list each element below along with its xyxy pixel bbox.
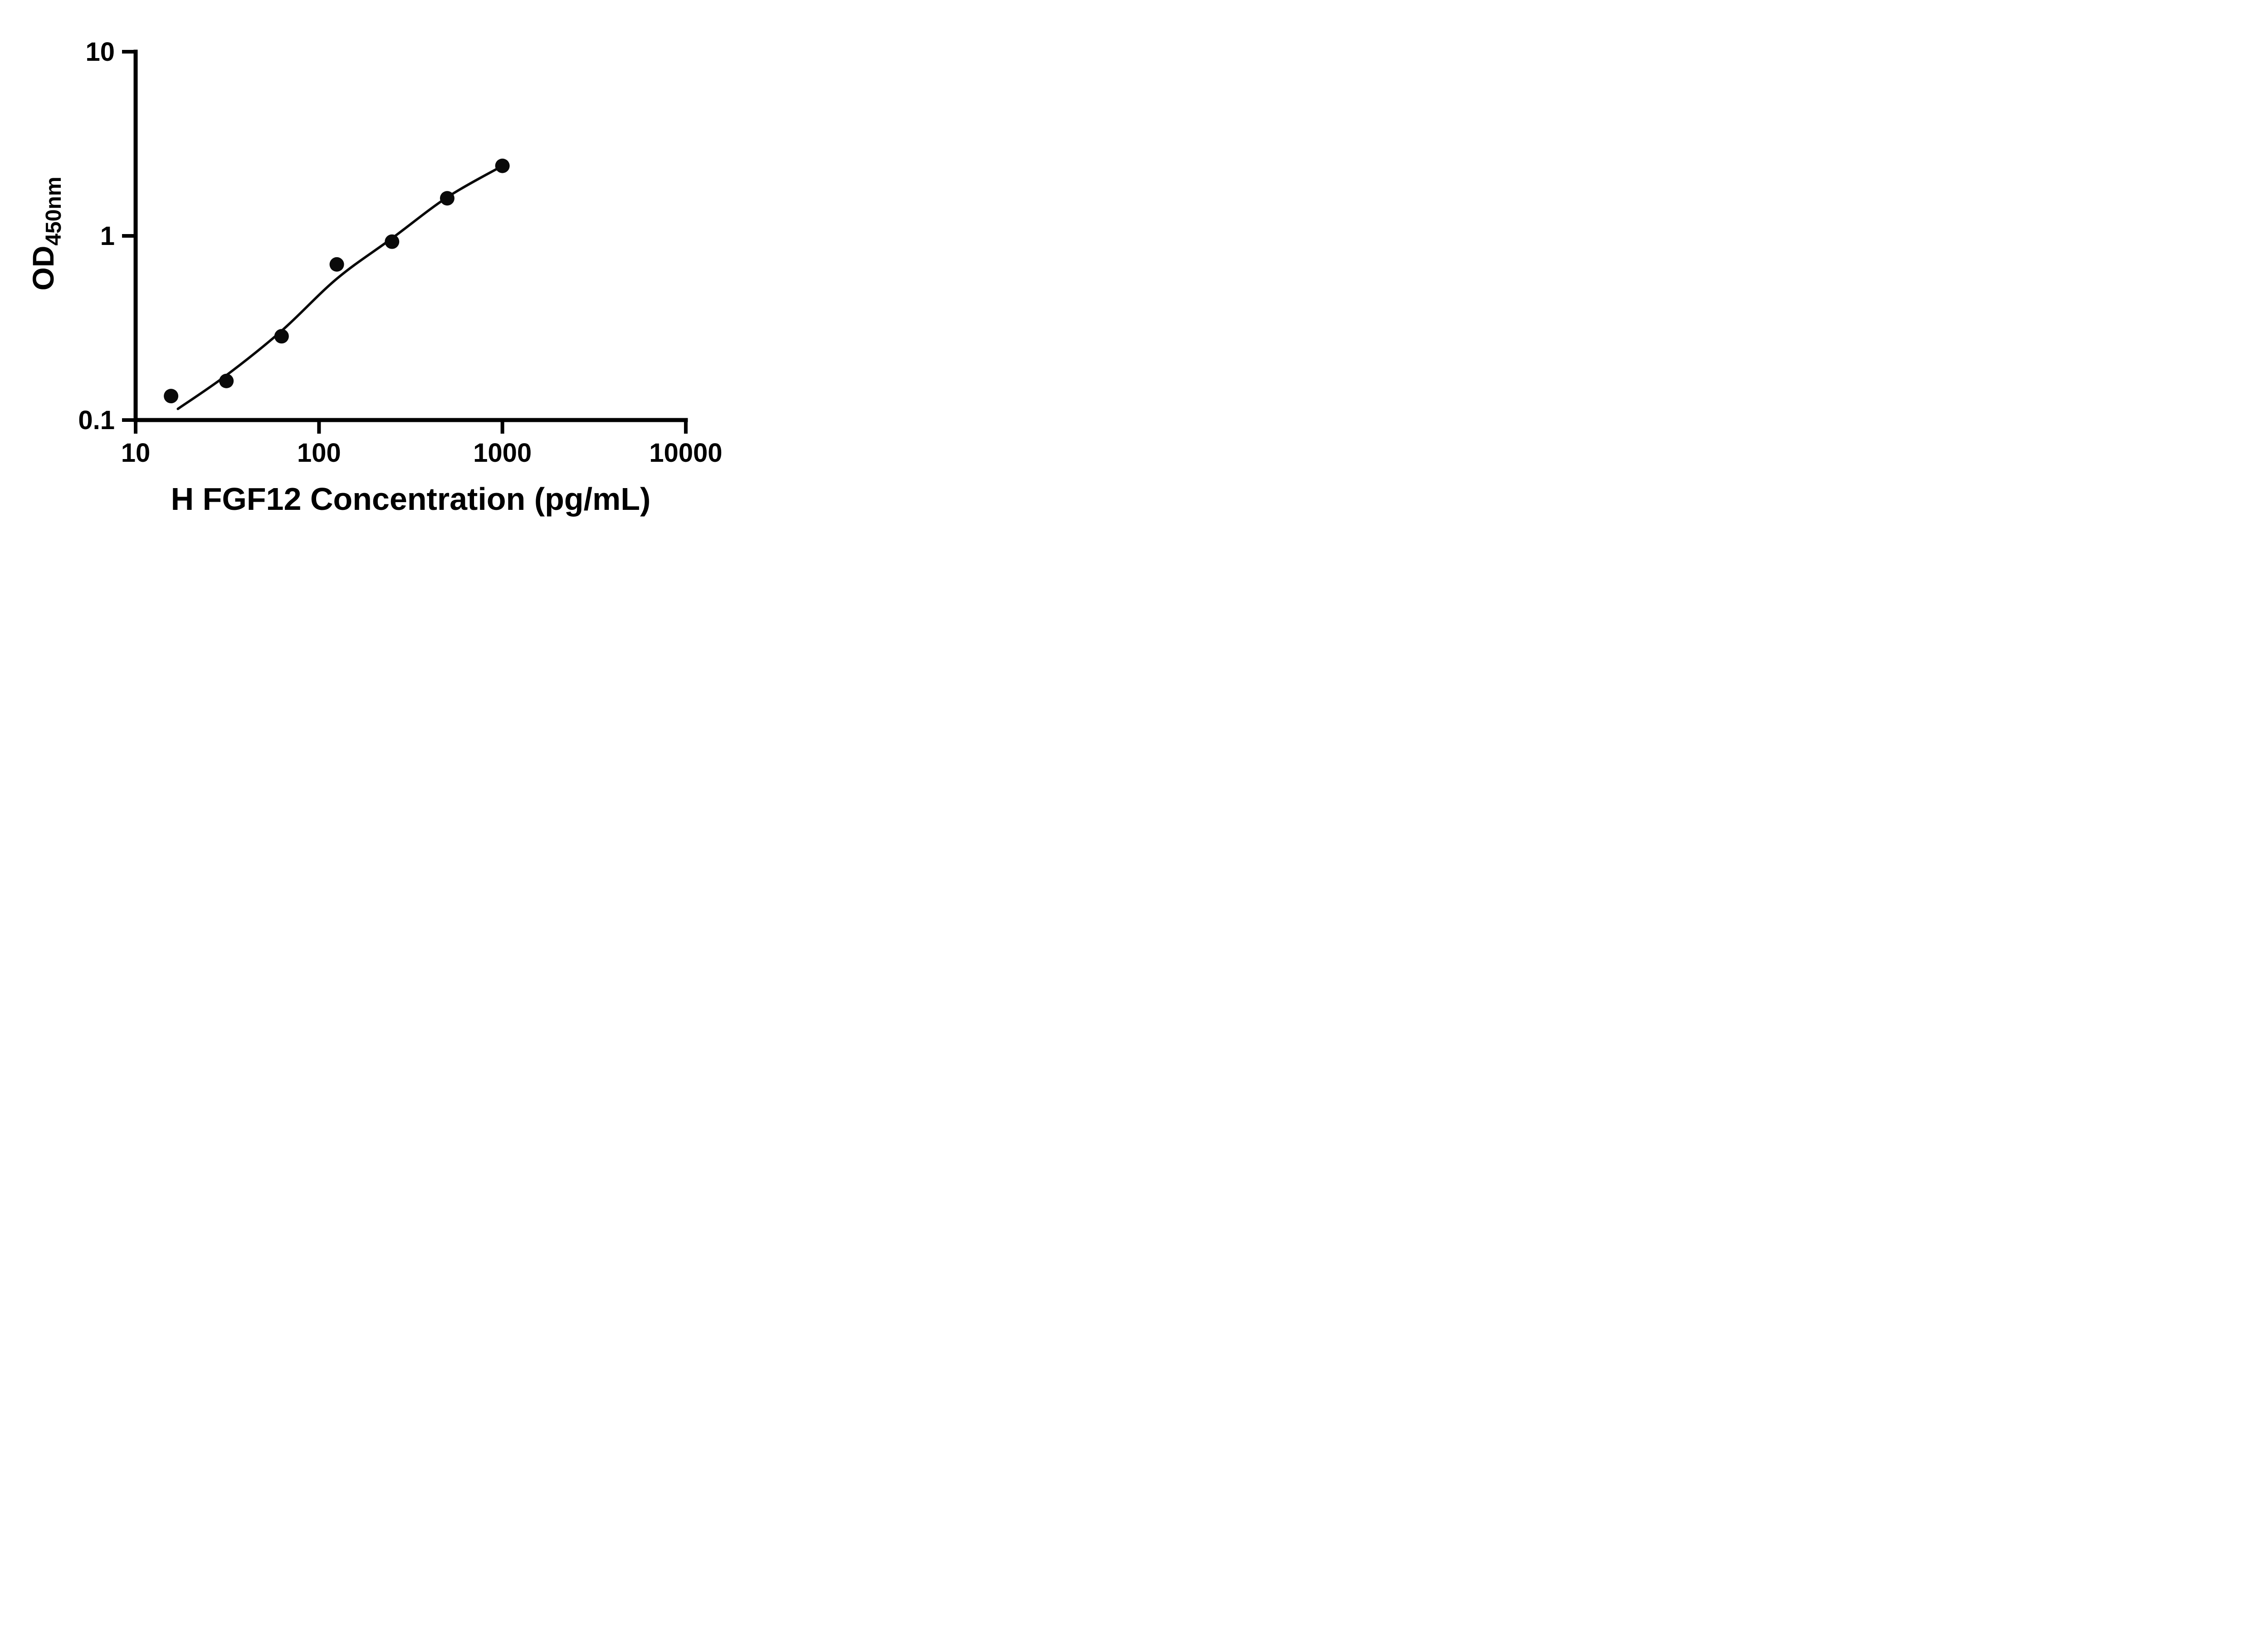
y-axis-title-main: OD bbox=[26, 246, 60, 291]
x-tick-label: 10000 bbox=[649, 438, 722, 468]
x-tick-label: 1000 bbox=[473, 438, 532, 468]
y-axis-title-subscript: 450nm bbox=[42, 176, 66, 245]
x-tick-label: 100 bbox=[297, 438, 341, 468]
y-tick-label: 0.1 bbox=[78, 406, 115, 435]
y-tick-label: 10 bbox=[85, 37, 115, 67]
data-point bbox=[164, 389, 179, 404]
elisa-standard-curve-chart: 10 100 1000 10000 0.1 1 10 H FGF12 Concentratio… bbox=[26, 37, 723, 517]
elisa-standard-curve-page: 10 100 1000 10000 0.1 1 10 H FGF12 Concentratio… bbox=[0, 0, 761, 544]
y-axis-title: OD450nm bbox=[26, 176, 66, 290]
data-point bbox=[440, 191, 455, 206]
y-tick-label: 1 bbox=[100, 221, 115, 251]
x-tick-label: 10 bbox=[121, 438, 151, 468]
data-point bbox=[274, 329, 289, 344]
x-axis-title: H FGF12 Concentration (pg/mL) bbox=[171, 481, 651, 517]
fit-curve bbox=[176, 164, 504, 411]
data-point bbox=[329, 257, 344, 272]
data-point bbox=[219, 373, 234, 388]
data-point bbox=[495, 158, 510, 173]
data-point bbox=[385, 234, 400, 249]
